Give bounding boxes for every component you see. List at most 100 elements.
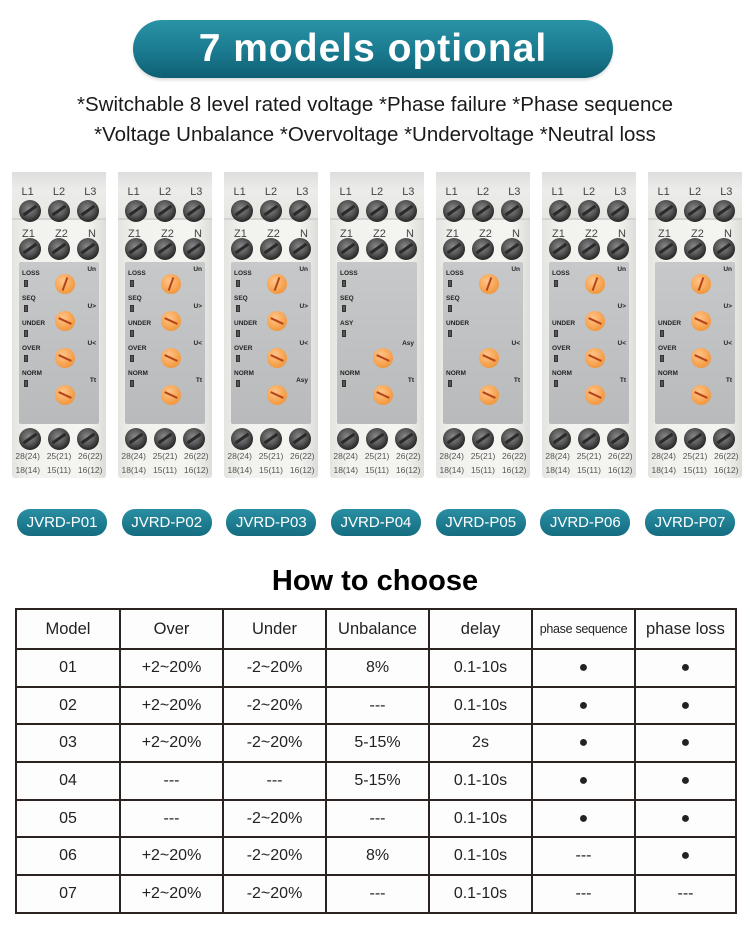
screw-icon [500, 200, 523, 222]
adjust-dial-icon[interactable] [585, 274, 605, 294]
screw-icon [365, 200, 388, 222]
led-indicator [660, 380, 664, 387]
led-indicator [130, 305, 134, 312]
screw-icon [125, 238, 148, 260]
cell-phase-sequence: ● [531, 648, 636, 688]
dial-label: Tt [725, 377, 732, 384]
control-panel: LOSS UNDER OVER NORM Un U> U< Tt [549, 262, 629, 424]
top-screws [648, 200, 742, 222]
cell-unbalance: 8% [325, 836, 430, 877]
screw-icon [394, 200, 417, 222]
adjust-dial-icon[interactable] [479, 274, 499, 294]
cell-model: 04 [15, 761, 121, 801]
screw-icon [683, 428, 706, 450]
bottom-terminal-labels-a: 28(24) 25(21) 26(22) [330, 451, 424, 461]
adjust-dial-icon[interactable] [161, 274, 181, 294]
model-pill-p04: JVRD-P04 [330, 509, 421, 536]
top-screws [118, 200, 212, 222]
adjust-dial-icon[interactable] [55, 385, 75, 405]
indicator-label: UNDER [128, 320, 152, 327]
dial-label: Un [299, 266, 308, 273]
relay-device-4: L1 L2 L3 Z1 Z2 N LOSS SEQ ASY NORM Asy Tt 28(24) 25(2… [330, 172, 424, 478]
terminal-label: 16(12) [183, 465, 209, 475]
adjust-dial-icon[interactable] [691, 348, 711, 368]
terminal-label: 15(11) [47, 465, 71, 475]
screw-icon [577, 238, 600, 260]
cell-phase-loss: ● [634, 685, 737, 726]
terminal-label: L2 [52, 186, 66, 198]
led-indicator [236, 280, 240, 287]
control-panel: LOSS SEQ UNDER OVER NORM Un U> U< Tt [125, 262, 205, 424]
adjust-dial-icon[interactable] [55, 311, 75, 331]
adjust-dial-icon[interactable] [55, 348, 75, 368]
terminal-label: L3 [614, 186, 627, 198]
terminal-label: Z1 [658, 228, 671, 240]
indicator-label: LOSS [234, 270, 252, 277]
adjust-dial-icon[interactable] [691, 274, 711, 294]
cell-phase-sequence: ● [531, 798, 636, 839]
header-unbalance: Unbalance [325, 608, 430, 650]
adjust-dial-icon[interactable] [373, 385, 393, 405]
cell-over: +2~20% [119, 874, 224, 914]
adjust-dial-icon[interactable] [585, 385, 605, 405]
terminal-label: L1 [551, 186, 564, 198]
header-phase-loss: phase loss [634, 608, 737, 650]
terminal-label: N [87, 228, 96, 240]
screw-icon [549, 428, 572, 450]
control-panel: UNDER OVER NORM Un U> U< Tt [655, 262, 735, 424]
screw-icon [153, 200, 176, 222]
terminal-label: 18(14) [439, 465, 465, 475]
mid-terminal-labels: Z1 Z2 N [12, 228, 106, 240]
indicator-label: OVER [128, 345, 147, 352]
header-model: Model [15, 608, 121, 650]
dial-label: Un [193, 266, 202, 273]
indicator-label: NORM [234, 370, 254, 377]
adjust-dial-icon[interactable] [55, 274, 75, 294]
adjust-dial-icon[interactable] [267, 385, 287, 405]
model-pill-p03: JVRD-P03 [226, 509, 317, 536]
led-indicator [660, 355, 664, 362]
terminal-label: 28(24) [439, 451, 464, 461]
cell-phase-sequence: ● [531, 761, 636, 801]
model-pill-p01: JVRD-P01 [17, 509, 107, 536]
table-row: 02 +2~20% -2~20% --- 0.1-10s ● ● [15, 685, 737, 726]
adjust-dial-icon[interactable] [373, 348, 393, 368]
top-terminal-labels: L1 L2 L3 [542, 186, 636, 198]
top-terminal-labels: L1 L2 L3 [648, 186, 742, 198]
screw-icon [443, 238, 466, 260]
screw-icon [471, 238, 494, 260]
indicator-label: SEQ [340, 295, 354, 302]
adjust-dial-icon[interactable] [267, 311, 287, 331]
terminal-label: 26(22) [78, 451, 103, 461]
adjust-dial-icon[interactable] [691, 311, 711, 331]
terminal-label: L2 [370, 186, 384, 198]
adjust-dial-icon[interactable] [161, 311, 181, 331]
relay-device-7: L1 L2 L3 Z1 Z2 N UNDER OVER NORM Un U> U< Tt 28(24) 25… [648, 172, 742, 478]
bottom-screws [648, 428, 742, 450]
cell-over: +2~20% [119, 723, 224, 764]
led-indicator [342, 330, 346, 337]
adjust-dial-icon[interactable] [585, 311, 605, 331]
control-panel: LOSS SEQ UNDER OVER NORM Un U> U< Tt [19, 262, 99, 424]
screw-icon [500, 238, 523, 260]
bottom-terminal-labels-b: 18(14) 15(11) 16(12) [436, 465, 530, 475]
screw-icon [606, 428, 629, 450]
bottom-screws [118, 428, 212, 450]
dial-label: Asy [296, 377, 308, 384]
adjust-dial-icon[interactable] [691, 385, 711, 405]
cell-under: -2~20% [222, 648, 327, 688]
screw-icon [606, 238, 629, 260]
adjust-dial-icon[interactable] [161, 348, 181, 368]
led-indicator [24, 380, 28, 387]
adjust-dial-icon[interactable] [267, 348, 287, 368]
adjust-dial-icon[interactable] [479, 385, 499, 405]
adjust-dial-icon[interactable] [585, 348, 605, 368]
screw-icon [76, 428, 99, 450]
screw-icon [500, 428, 523, 450]
adjust-dial-icon[interactable] [479, 348, 499, 368]
screw-icon [47, 428, 70, 450]
cell-under: -2~20% [222, 685, 327, 726]
top-terminal-labels: L1 L2 L3 [436, 186, 530, 198]
adjust-dial-icon[interactable] [161, 385, 181, 405]
adjust-dial-icon[interactable] [267, 274, 287, 294]
